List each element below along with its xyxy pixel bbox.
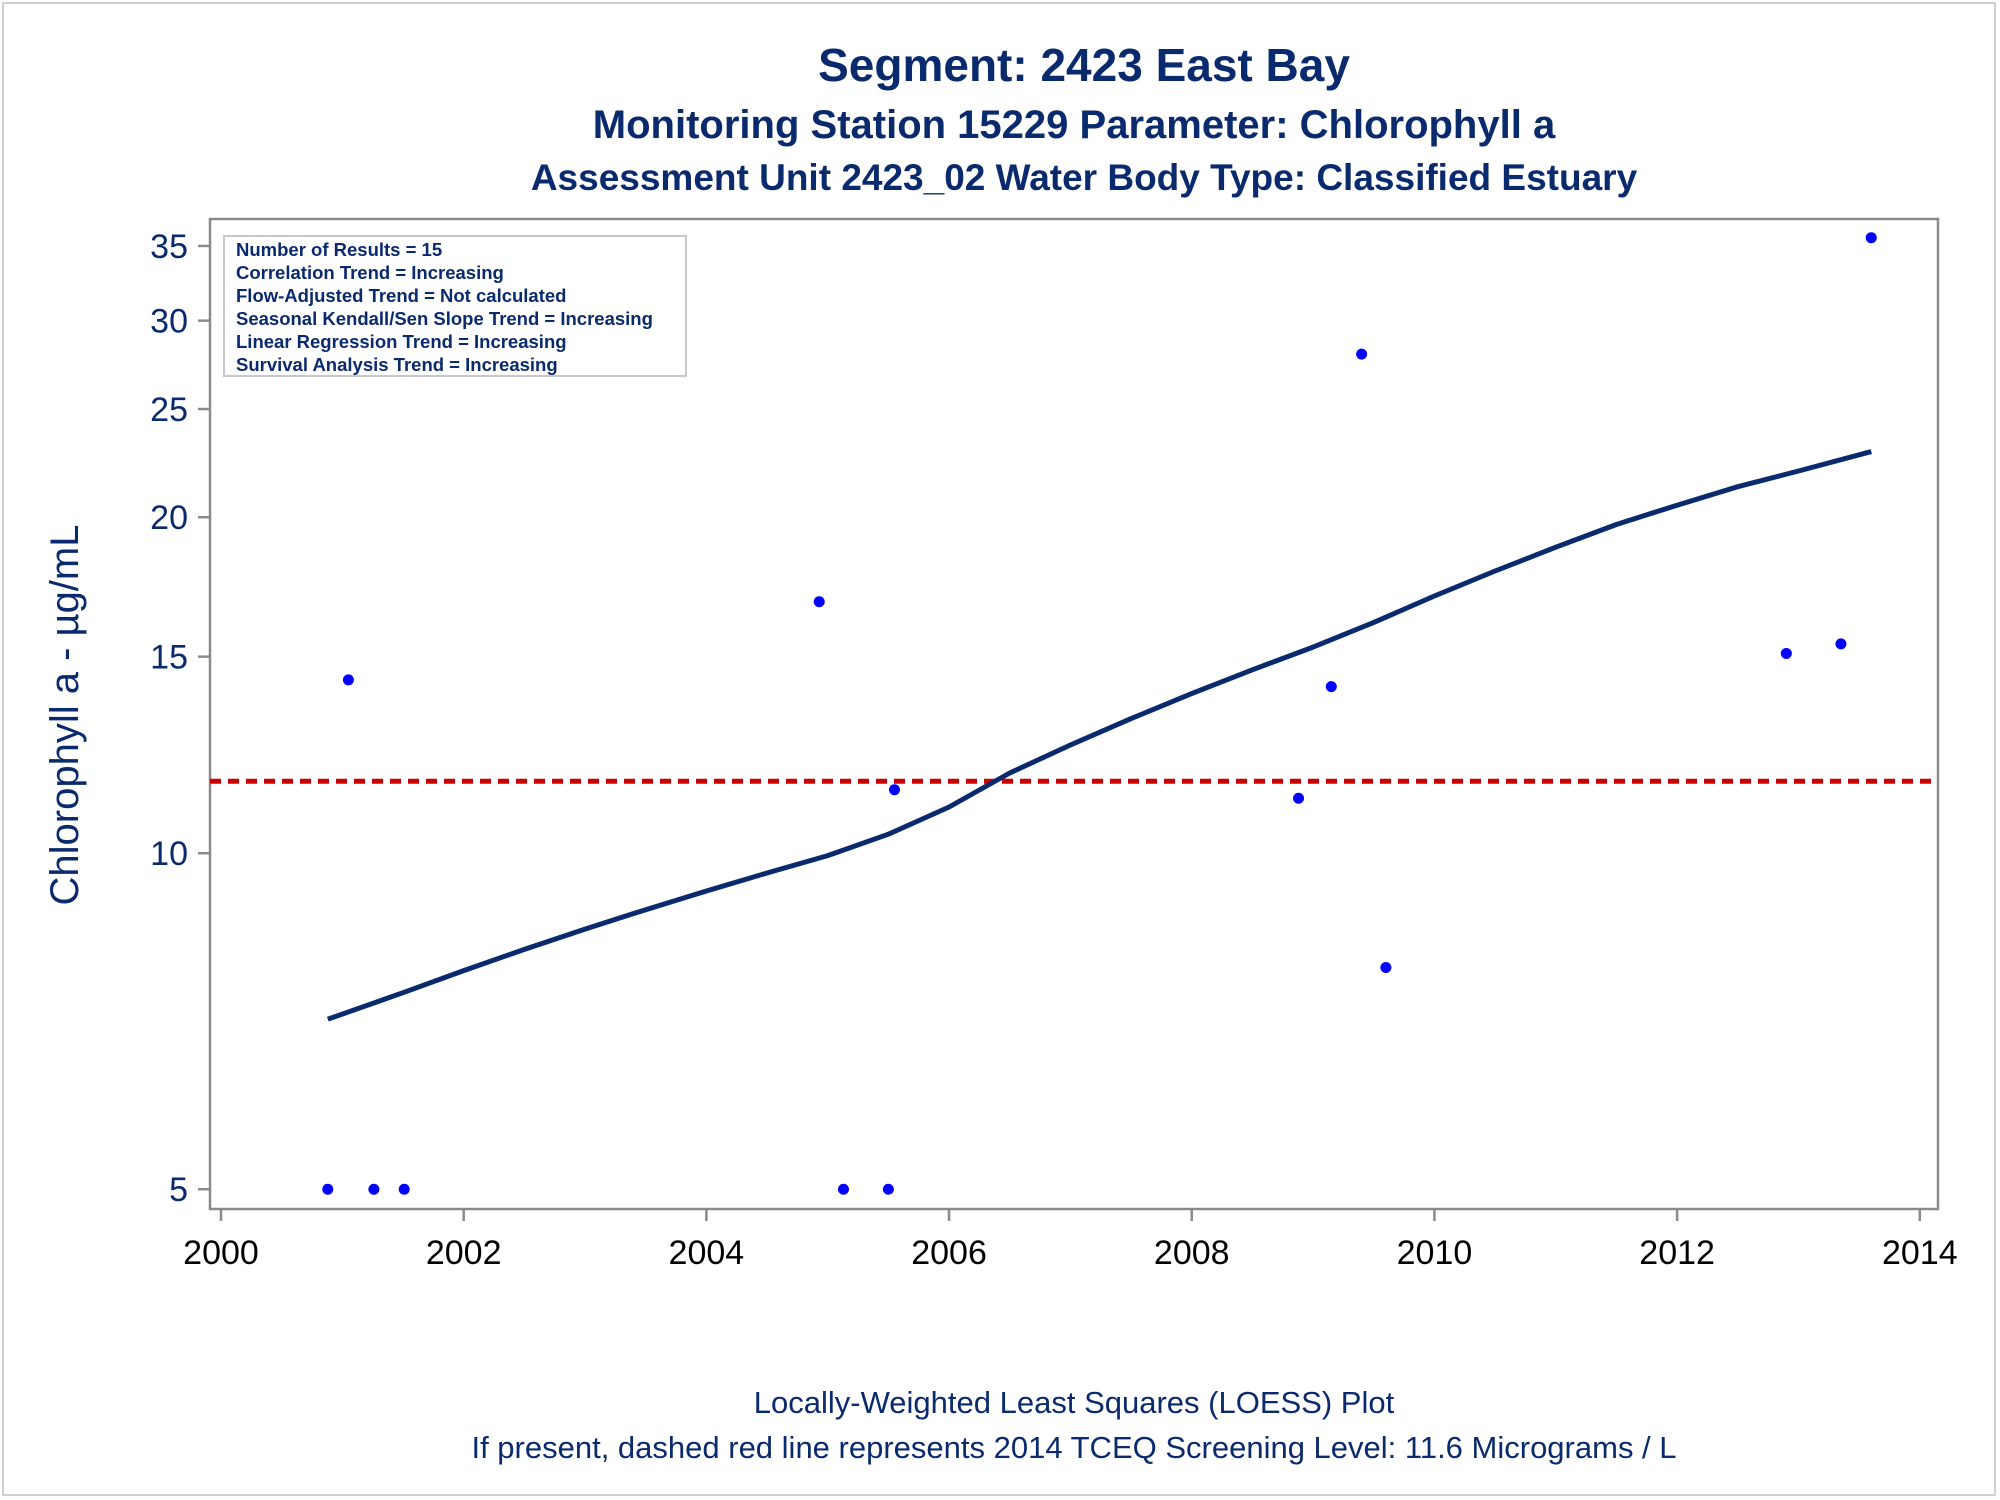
footnote-loess: Locally-Weighted Least Squares (LOESS) P… bbox=[754, 1385, 1395, 1420]
data-point bbox=[342, 674, 354, 686]
stats-seasonal-kendall-trend: Seasonal Kendall/Sen Slope Trend = Incre… bbox=[236, 308, 653, 329]
data-point bbox=[1835, 638, 1847, 650]
y-tick-label: 30 bbox=[150, 303, 188, 341]
loess-line-group bbox=[326, 449, 1872, 1022]
y-tick-label: 5 bbox=[169, 1171, 188, 1209]
x-axis: 2000 2002 2004 2006 2008 2010 2012 2014 bbox=[183, 1209, 1958, 1272]
data-point bbox=[888, 784, 900, 796]
y-tick-label: 35 bbox=[150, 228, 188, 266]
stats-flow-adjusted-trend: Flow-Adjusted Trend = Not calculated bbox=[236, 285, 566, 306]
stats-linear-regression-trend: Linear Regression Trend = Increasing bbox=[236, 331, 567, 352]
plot-area bbox=[208, 217, 1940, 1211]
x-tick-label: 2008 bbox=[1154, 1234, 1230, 1272]
stats-box-border bbox=[223, 235, 687, 377]
y-axis-label: Chlorophyll a - µg/mL bbox=[43, 525, 87, 906]
data-point bbox=[368, 1183, 380, 1195]
data-point bbox=[398, 1183, 410, 1195]
chart-subtitle: Monitoring Station 15229 Parameter: Chlo… bbox=[593, 103, 1556, 147]
x-tick-label: 2000 bbox=[183, 1234, 259, 1272]
stats-box: Number of Results = 15 Correlation Trend… bbox=[223, 235, 687, 377]
y-tick-label: 10 bbox=[150, 835, 188, 873]
x-tick-label: 2002 bbox=[426, 1234, 502, 1272]
y-tick-label: 25 bbox=[150, 391, 188, 429]
data-point bbox=[1356, 348, 1368, 360]
data-point bbox=[1380, 961, 1392, 973]
data-point bbox=[837, 1183, 849, 1195]
data-point bbox=[1865, 232, 1877, 244]
x-tick-label: 2004 bbox=[669, 1234, 745, 1272]
x-tick-label: 2014 bbox=[1882, 1234, 1958, 1272]
y-axis: 5 10 15 20 25 30 35 bbox=[150, 228, 210, 1209]
data-point bbox=[1325, 681, 1337, 693]
loess-line bbox=[326, 449, 1872, 1022]
data-point bbox=[1780, 647, 1792, 659]
footnote-screening-level: If present, dashed red line represents 2… bbox=[471, 1430, 1676, 1465]
y-tick-label: 15 bbox=[150, 639, 188, 677]
x-tick-label: 2010 bbox=[1397, 1234, 1473, 1272]
data-points bbox=[322, 232, 1877, 1195]
data-point bbox=[1293, 792, 1305, 804]
x-tick-label: 2006 bbox=[911, 1234, 987, 1272]
data-point bbox=[882, 1183, 894, 1195]
data-point bbox=[322, 1183, 334, 1195]
data-point bbox=[813, 596, 825, 608]
stats-number-of-results: Number of Results = 15 bbox=[236, 239, 442, 260]
chart-subtitle-2: Assessment Unit 2423_02 Water Body Type:… bbox=[531, 157, 1638, 198]
y-tick-label: 20 bbox=[150, 499, 188, 537]
x-tick-label: 2012 bbox=[1639, 1234, 1715, 1272]
chart-title: Segment: 2423 East Bay bbox=[818, 39, 1350, 91]
stats-correlation-trend: Correlation Trend = Increasing bbox=[236, 262, 504, 283]
stats-survival-analysis-trend: Survival Analysis Trend = Increasing bbox=[236, 354, 558, 375]
